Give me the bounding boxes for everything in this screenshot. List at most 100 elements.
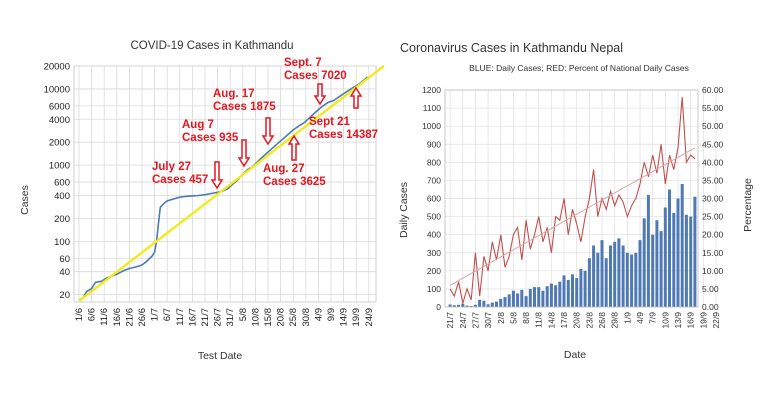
chart2-bar [579,269,583,307]
chart1-ytick-label: 4000 [49,115,70,126]
chart2-bar [473,304,477,307]
chart1-ytick-label: 40 [59,267,70,278]
chart2-xtick-label: 22/9 [711,312,721,329]
chart2-xtick-label: 1/9 [622,312,632,324]
chart2-ytick-label: 100 [427,284,441,294]
chart2-bar [604,258,608,307]
chart2-bar [663,207,667,307]
chart2-bar [566,279,570,307]
chart2-xtick-label: 7/9 [648,312,658,324]
chart2-bar [621,245,625,307]
chart1-xtick-label: 14/9 [339,308,350,327]
chart2-xtick-label: 29/8 [610,312,620,329]
chart2-ytick-label: 600 [427,194,441,204]
chart2-xtick-label: 17/8 [559,312,569,329]
chart2-bar [625,252,629,308]
chart2-bar [478,299,482,307]
chart1-ylabel: Cases [19,185,31,215]
chart2-bar [600,240,604,307]
chart2-bar [549,283,553,307]
chart2-bar [575,278,579,307]
chart2-bar [524,296,528,307]
chart1-xtick-label: 26/6 [137,308,148,327]
chart2-y2tick-label: 50.00 [702,121,724,131]
chart1-xtick-label: 21/7 [200,308,211,327]
chart2-bar [562,275,566,307]
chart2-y2tick-label: 60.00 [702,85,724,95]
chart2-bar [617,238,621,307]
chart2-bar [452,305,456,307]
chart2-bar [646,194,650,307]
chart2-bar [448,304,452,307]
chart2-xtick-label: 8/8 [521,312,531,324]
chart1-annotation-arrow [261,117,275,146]
chart1-xtick-label: 20/8 [276,308,287,327]
chart2-y2tick-label: 45.00 [702,139,724,149]
chart2-xtick-label: 14/8 [546,312,556,329]
chart1-annotation-label: Sept 21 [309,116,351,128]
chart2-bar [511,290,515,307]
chart2-subtitle: BLUE: Daily Cases; RED: Percent of Natio… [469,63,689,73]
chart2-plot-frame [444,89,699,308]
chart2-y2tick-label: 35.00 [702,175,724,185]
chart1-xtick-label: 21/6 [124,308,135,327]
chart-daily-cases: Coronavirus Cases in Kathmandu Nepal BLU… [398,41,754,361]
chart1-plot-area [73,65,377,303]
chart2-ytick-label: 1100 [423,103,442,113]
chart2-bar [457,304,460,307]
chart1-ytick-label: 100 [54,237,70,248]
chart2-ytick-label: 1200 [422,85,441,95]
chart1-title: COVID-19 Cases in Kathmandu [131,40,294,52]
chart1-xtick-label: 1/6 [74,308,85,321]
chart2-y2tick-label: 10.00 [702,266,724,276]
chart1-trend-line [78,65,385,302]
chart2-xtick-label: 26/8 [597,312,607,329]
chart2-ytick-label: 700 [427,175,441,185]
chart2-ylabel: Daily Cases [398,182,410,238]
chart2-bar [630,254,634,307]
chart2-bar [693,196,697,307]
chart1-annotation-label: July 27 [152,161,191,173]
chart2-y2tick-label: 40.00 [702,157,724,167]
chart2-y2tick-label: 0.00 [702,302,719,312]
chart2-trend-line [449,147,696,286]
chart1-annotation-arrow [287,134,301,161]
chart2-ytick-label: 1000 [422,121,441,131]
chart2-bar [609,245,612,307]
chart2-xtick-label: 19/9 [698,312,708,329]
chart2-ytick-label: 300 [427,248,441,258]
chart1-ytick-label: 2000 [49,138,70,149]
chart2-percent-line [449,97,696,304]
chart1-ytick-label: 200 [54,214,70,225]
chart1-xtick-label: 6/6 [87,308,98,321]
chart1-ytick-label: 1000 [49,161,70,172]
chart2-ytick-label: 0 [436,302,441,312]
chart1-xtick-label: 30/8 [301,308,312,327]
chart2-xtick-label: 13/9 [673,312,683,329]
chart2-bar [672,213,676,307]
chart1-annotation-label: Aug. 27 [263,163,305,175]
chart2-bar [676,198,680,307]
chart1-xtick-label: 10/8 [250,308,261,327]
chart1-ytick-label: 20 [59,290,70,301]
chart2-y2tick-label: 20.00 [702,230,724,240]
chart1-annotation-label: Cases 7020 [284,70,347,82]
chart1-annotation-label: Cases 457 [152,174,208,186]
chart1-annotation-label: Cases 14387 [309,129,378,141]
chart2-bar [533,287,536,307]
chart1-xtick-label: 24/9 [364,308,375,327]
chart1-xtick-label: 26/7 [213,308,224,327]
chart2-bar [655,220,659,307]
chart2-bar [613,241,617,307]
chart1-cases-line [78,76,369,301]
chart2-bar [689,216,693,307]
chart2-y2tick-label: 25.00 [702,212,724,222]
chart2-bar [545,286,549,307]
chart2-xtick-label: 4/9 [635,312,645,324]
chart2-ytick-label: 400 [427,230,441,240]
chart2-bar [587,258,591,307]
chart2-ytick-label: 500 [427,212,441,222]
chart1-annotation-label: Aug 7 [182,119,214,131]
chart1-ytick-label: 600 [54,178,70,189]
